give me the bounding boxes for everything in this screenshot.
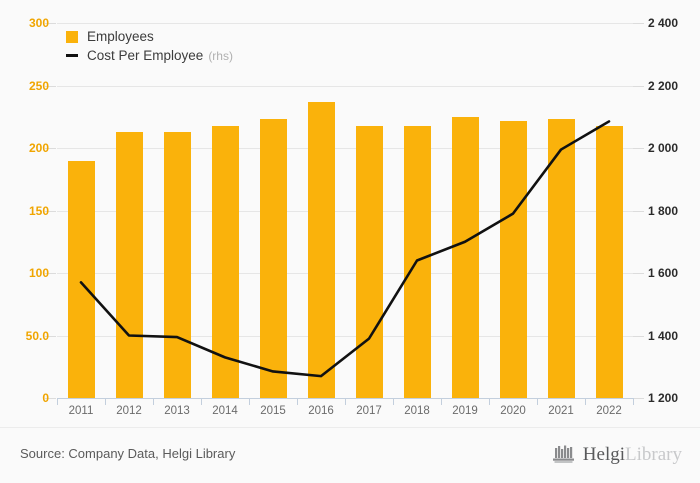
legend-item-employees[interactable]: Employees (66, 27, 233, 46)
y-tick-mark-right (633, 86, 644, 87)
y-tick-mark-right (633, 23, 644, 24)
y-axis-right-tick-label: 1 400 (648, 328, 679, 343)
bar-2017[interactable] (355, 125, 383, 398)
gridline (57, 86, 633, 87)
y-tick-mark-right (633, 273, 644, 274)
y-axis-left-tick-label: 250 (28, 78, 49, 93)
y-tick-mark-left (45, 211, 56, 212)
gridline (57, 336, 633, 337)
y-axis-right-tick-label: 1 800 (648, 203, 679, 218)
y-axis-left-tick-label: 300 (28, 16, 49, 30)
x-axis-label-2019: 2019 (452, 405, 478, 417)
legend-line-icon (66, 54, 78, 57)
x-axis-label-2018: 2018 (404, 405, 430, 417)
y-axis-left-tick-label: 0 (42, 391, 49, 405)
x-tick-mark (393, 398, 394, 405)
x-tick-mark (585, 398, 586, 405)
y-axis-right-tick-label: 1 200 (648, 391, 679, 405)
x-tick-mark (489, 398, 490, 405)
x-axis-label-2013: 2013 (164, 405, 190, 417)
bar-2012[interactable] (115, 131, 143, 398)
x-axis-label-2011: 2011 (68, 405, 94, 417)
gridline (57, 273, 633, 274)
x-axis-label-2015: 2015 (260, 405, 286, 417)
x-tick-mark (153, 398, 154, 405)
y-tick-mark-left (45, 398, 56, 399)
y-axis-right-tick-label: 2 000 (648, 141, 679, 155)
y-tick-mark-left (45, 148, 56, 149)
legend-swatch-icon (66, 30, 78, 43)
x-tick-mark (441, 398, 442, 405)
plot-area (57, 23, 633, 398)
bar-2015[interactable] (259, 119, 287, 398)
bar-2022[interactable] (595, 125, 623, 398)
x-tick-mark (249, 398, 250, 405)
x-tick-mark (345, 398, 346, 405)
chart-legend: Employees Cost Per Employee (rhs) (66, 27, 233, 65)
x-axis-label-2016: 2016 (308, 405, 334, 417)
x-tick-mark (297, 398, 298, 405)
brand-name-primary: Helgi (582, 443, 626, 465)
y-tick-mark-right (633, 148, 644, 149)
bar-2016[interactable] (307, 101, 335, 398)
y-axis-left-tick-label: 200 (28, 141, 49, 155)
x-tick-mark (201, 398, 202, 405)
y-tick-mark-left (45, 336, 56, 337)
y-axis-right-tick-label: 1 600 (648, 266, 679, 280)
bar-2013[interactable] (163, 131, 191, 398)
y-tick-mark-right (633, 398, 644, 399)
y-tick-mark-right (633, 336, 644, 337)
x-tick-mark (105, 398, 106, 405)
footer-divider (0, 427, 700, 428)
legend-label-cost-per-employee: Cost Per Employee (87, 47, 204, 63)
bar-2019[interactable] (451, 116, 479, 398)
gridline (57, 211, 633, 212)
y-axis-left-tick-label: 100 (28, 266, 49, 280)
x-tick-mark (57, 398, 58, 405)
gridline (57, 148, 633, 149)
x-axis-label-2017: 2017 (356, 405, 382, 417)
x-tick-mark (537, 398, 538, 405)
x-axis-label-2020: 2020 (500, 405, 526, 417)
x-axis-label-2021: 2021 (548, 405, 574, 417)
y-tick-mark-right (633, 211, 644, 212)
y-axis-right-tick-label: 2 400 (648, 16, 679, 30)
cost-per-employee-line (79, 120, 611, 378)
bar-2021[interactable] (547, 119, 575, 398)
y-tick-mark-left (45, 273, 56, 274)
y-tick-mark-left (45, 23, 56, 24)
legend-item-cost-per-employee[interactable]: Cost Per Employee (rhs) (66, 46, 233, 65)
x-tick-mark (633, 398, 634, 405)
brand-logo[interactable]: Helgi Library (552, 444, 682, 464)
y-axis-left-tick-label: 150 (28, 203, 49, 218)
bar-2020[interactable] (499, 120, 527, 398)
legend-label-employees: Employees (87, 28, 154, 44)
y-axis-left-tick-label: 50.0 (25, 328, 49, 343)
y-axis-right-tick-label: 2 200 (648, 78, 679, 93)
gridline (57, 23, 633, 24)
x-axis-label-2022: 2022 (596, 405, 622, 417)
x-axis-label-2014: 2014 (212, 405, 238, 417)
x-axis-label-2012: 2012 (116, 405, 142, 417)
y-tick-mark-left (45, 86, 56, 87)
library-books-icon (552, 445, 574, 463)
brand-name-secondary: Library (625, 443, 682, 465)
bar-2011[interactable] (67, 160, 95, 398)
source-note: Source: Company Data, Helgi Library (20, 446, 236, 461)
legend-axis-note: (rhs) (208, 48, 233, 63)
